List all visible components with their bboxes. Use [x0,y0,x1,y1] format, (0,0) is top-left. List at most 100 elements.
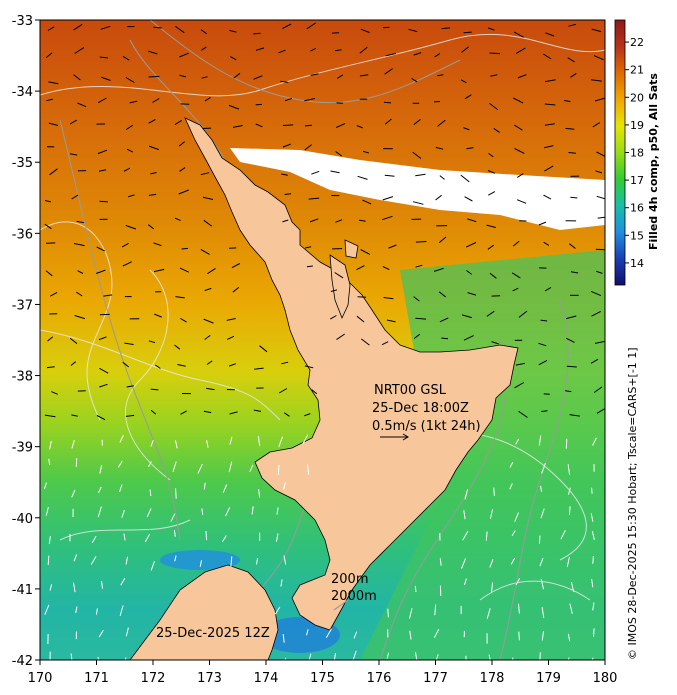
current-arrow [258,489,261,498]
current-arrow [200,172,210,176]
current-arrow [46,366,55,369]
current-arrow [304,144,313,151]
current-arrow [73,74,81,81]
current-arrow [489,559,494,568]
current-arrow [543,53,552,60]
current-arrow [122,361,130,368]
current-arrow [76,291,83,297]
current-arrow [488,152,494,158]
current-arrow [388,244,397,249]
current-arrow [538,221,547,226]
current-arrow [172,461,177,472]
current-arrow [435,654,439,660]
current-arrow [518,603,520,614]
current-arrow [180,410,187,415]
current-arrow [515,362,525,366]
current-arrow [466,147,474,150]
current-arrow [567,464,571,475]
colorbar-tick-label: 19 [630,119,644,132]
y-tick-label: -42 [12,654,33,669]
current-arrow [360,249,371,255]
current-arrow [356,315,365,323]
current-arrow [306,265,313,268]
current-arrow [122,55,130,61]
current-arrow [277,465,280,475]
colorbar: 14 15 16 17 18 19 20 21 22 Filled 4h comp, p50, … [614,19,660,286]
current-arrow [125,556,128,565]
current-arrow [75,606,78,613]
current-arrow [148,461,152,468]
current-arrow [568,506,571,515]
current-arrow [383,26,390,29]
current-arrow [485,531,488,541]
current-arrow [96,415,106,421]
current-arrow [49,168,58,176]
current-arrow [434,604,437,616]
current-arrow [489,272,497,279]
current-arrow [144,533,151,543]
current-arrow [415,173,426,177]
current-arrow [308,653,312,660]
current-arrow [545,32,555,37]
current-arrow [282,23,292,30]
current-arrow [592,122,600,128]
x-axis: 170 171 172 173 174 175 176 177 178 179 180 [28,660,618,686]
current-arrow [545,79,556,83]
current-arrows [43,22,605,660]
current-arrow [282,219,289,223]
current-arrow [73,23,83,31]
current-arrow [71,194,79,200]
current-arrow [121,509,125,518]
current-arrow [201,508,204,515]
map-panel[interactable] [40,20,606,666]
current-arrow [461,558,467,569]
current-arrow [514,512,519,522]
current-arrow [594,340,605,344]
current-arrow [121,242,129,248]
current-arrow [433,267,444,272]
current-arrow [413,119,421,125]
current-arrow [513,97,524,104]
current-arrow [544,165,554,172]
current-arrow [99,383,108,388]
current-arrow [543,145,554,149]
current-arrow [48,535,51,545]
current-arrow [281,173,288,176]
current-arrow [150,440,154,447]
current-arrow [255,47,265,51]
current-arrow [280,579,283,587]
current-arrow [336,74,344,79]
current-arrow [255,103,263,106]
current-arrow [150,561,155,571]
current-arrow [512,287,519,292]
current-arrow [232,287,240,293]
x-tick-label: 180 [593,671,618,686]
current-arrow [438,291,447,298]
current-arrow [463,31,472,34]
current-arrow [489,509,494,519]
current-arrow [596,151,605,157]
current-arrow [96,246,106,252]
current-arrow [71,489,76,498]
current-arrow [593,628,595,637]
current-arrow [515,47,526,54]
current-arrow [97,149,108,155]
current-arrow [334,272,344,279]
current-arrow [304,365,314,369]
current-arrow [409,630,412,640]
current-arrow [359,46,368,54]
current-arrow [413,333,421,339]
composite-date: 25-Dec-2025 12Z [156,626,270,641]
current-arrow [148,193,157,196]
current-arrow [226,335,235,340]
y-tick-label: -34 [12,85,33,100]
colorbar-tick-label: 18 [630,147,644,160]
current-arrow [152,98,160,103]
current-arrow [383,297,394,300]
current-arrow [413,296,420,302]
current-arrow [467,218,477,223]
current-arrow [204,334,211,340]
current-arrow [70,361,77,366]
current-arrow [538,435,542,446]
current-arrow [275,533,279,542]
